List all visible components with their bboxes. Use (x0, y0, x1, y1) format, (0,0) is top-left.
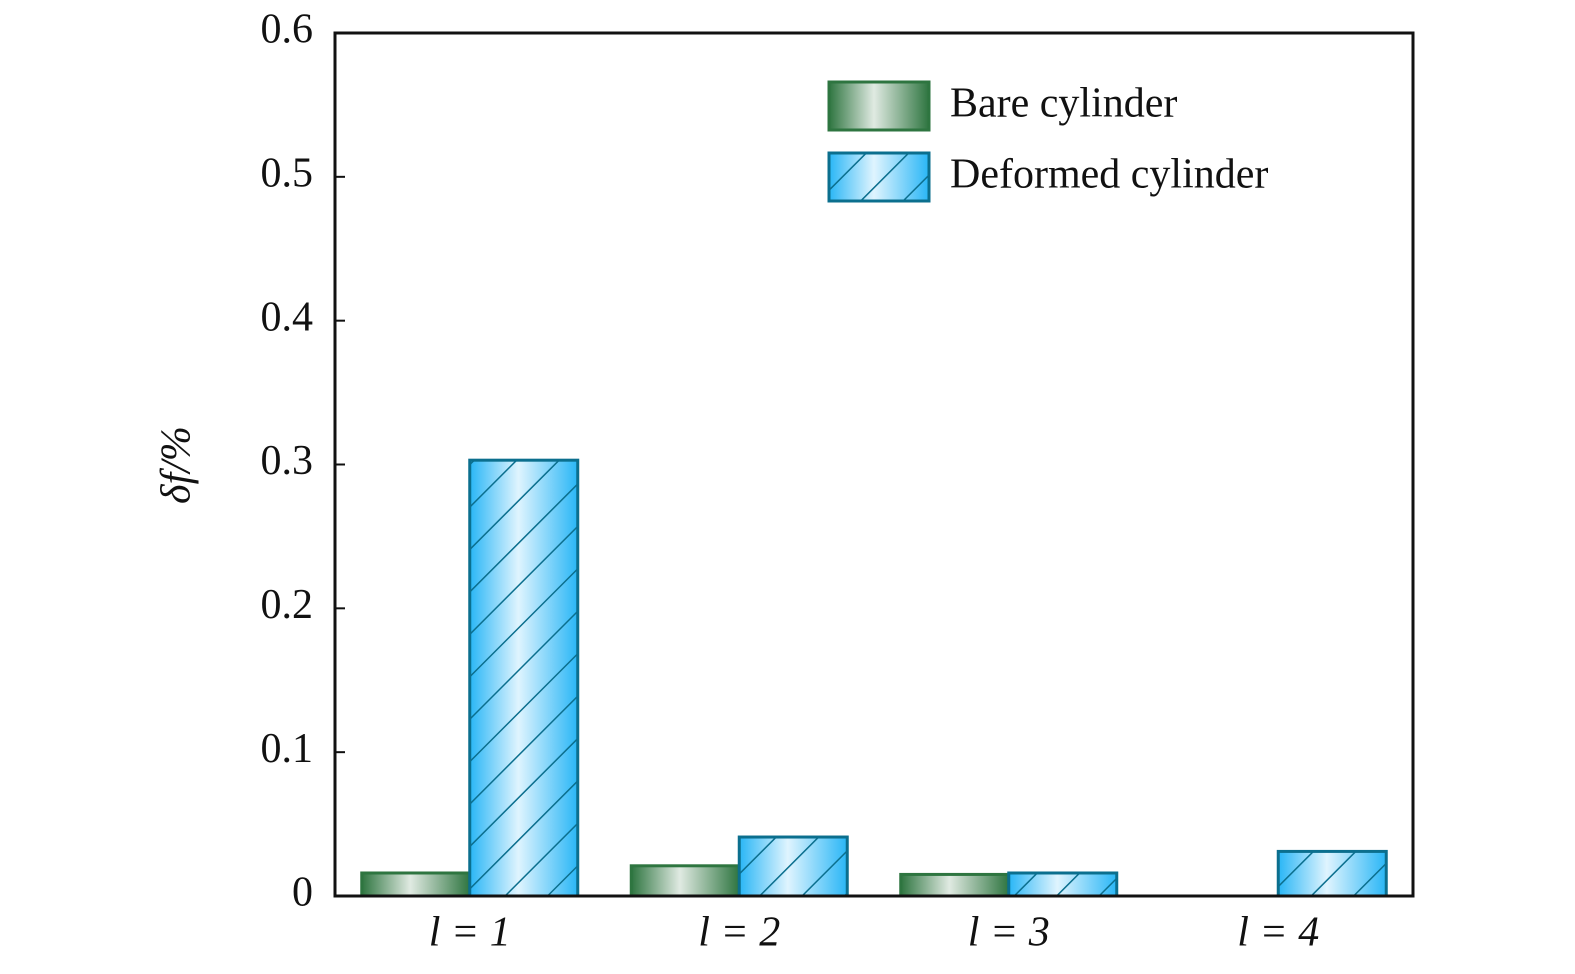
legend-label: Deformed cylinder (950, 152, 1268, 198)
bar (737, 835, 849, 898)
legend-swatch (827, 151, 931, 203)
x-tick-label: l = 1 (429, 910, 511, 956)
plot-frame (333, 31, 1415, 898)
bar (468, 458, 580, 898)
y-tick-label: 0.4 (261, 294, 314, 340)
x-tick-label: l = 3 (968, 910, 1050, 956)
y-tick-label: 0.3 (261, 438, 314, 484)
legend-label: Bare cylinder (950, 81, 1177, 127)
bar (360, 871, 472, 898)
y-tick-label: 0.6 (261, 7, 314, 53)
y-tick-label: 0.5 (261, 150, 314, 196)
bar (629, 864, 741, 898)
y-axis-label: δf/% (154, 426, 200, 504)
y-tick-label: 0.2 (261, 582, 314, 628)
y-tick-label: 0 (292, 870, 313, 916)
y-tick-label: 0.1 (261, 726, 314, 772)
x-tick-label: l = 2 (698, 910, 780, 956)
bar (1007, 871, 1119, 898)
bar (899, 872, 1011, 898)
legend-swatch (827, 80, 931, 132)
bar (1276, 849, 1388, 898)
x-tick-label: l = 4 (1237, 910, 1319, 956)
